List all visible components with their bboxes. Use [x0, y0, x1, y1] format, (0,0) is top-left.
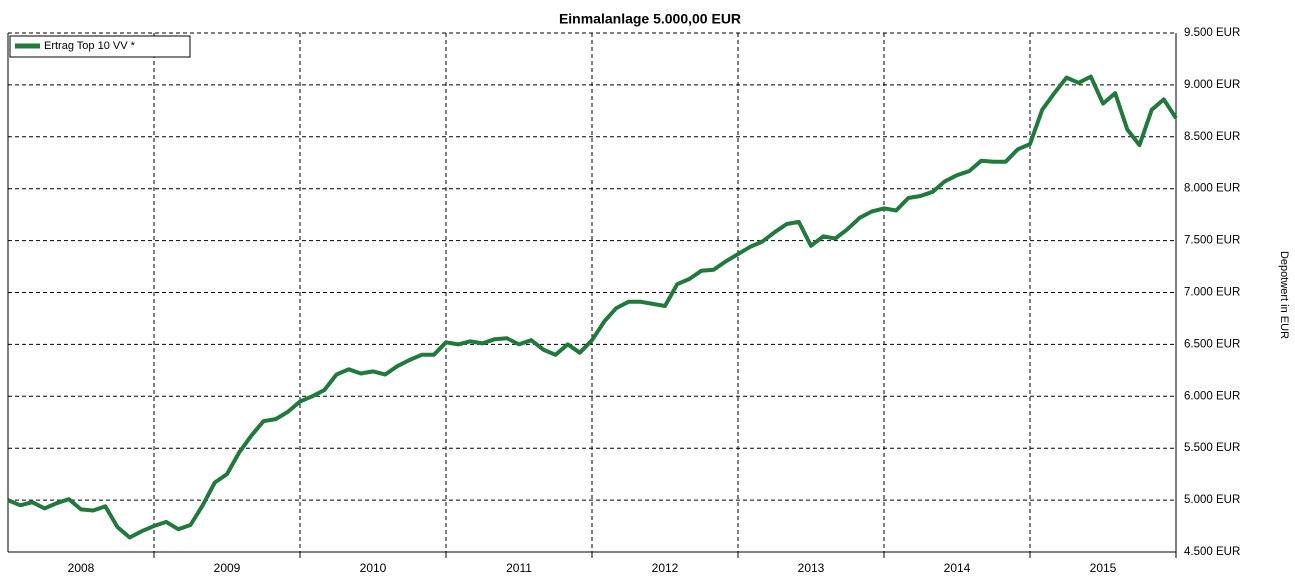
y-tick-label: 9.000 EUR: [1184, 79, 1240, 91]
data-line: [7, 74, 1178, 540]
x-tick-label: 2014: [944, 561, 971, 575]
chart-title: Einmalanlage 5.000,00 EUR: [559, 11, 741, 27]
y-tick-label: 6.000 EUR: [1184, 390, 1240, 402]
y-tick-label: 5.000 EUR: [1184, 494, 1240, 506]
y-tick-label: 5.500 EUR: [1184, 442, 1240, 454]
y-tick-label: 9.500 EUR: [1184, 27, 1240, 39]
x-tick-label: 2012: [652, 561, 679, 575]
x-tick-label: 2008: [68, 561, 95, 575]
x-tick-label: 2010: [360, 561, 387, 575]
x-tick-label: 2009: [214, 561, 241, 575]
y-axis-label: Depotwert in EUR: [1278, 251, 1290, 339]
y-tick-label: 7.500 EUR: [1184, 235, 1240, 247]
y-tick-label: 8.000 EUR: [1184, 183, 1240, 195]
x-tick-label: 2011: [506, 561, 532, 575]
legend-label: Ertrag Top 10 VV *: [44, 40, 136, 52]
legend-box: [9, 35, 191, 58]
y-tick-label: 8.500 EUR: [1184, 131, 1240, 143]
y-tick-label: 6.500 EUR: [1184, 338, 1240, 350]
y-tick-label: 4.500 EUR: [1184, 546, 1240, 558]
y-tick-label: 7.000 EUR: [1184, 287, 1240, 299]
x-tick-label: 2013: [798, 561, 825, 575]
x-tick-label: 2015: [1090, 561, 1117, 575]
